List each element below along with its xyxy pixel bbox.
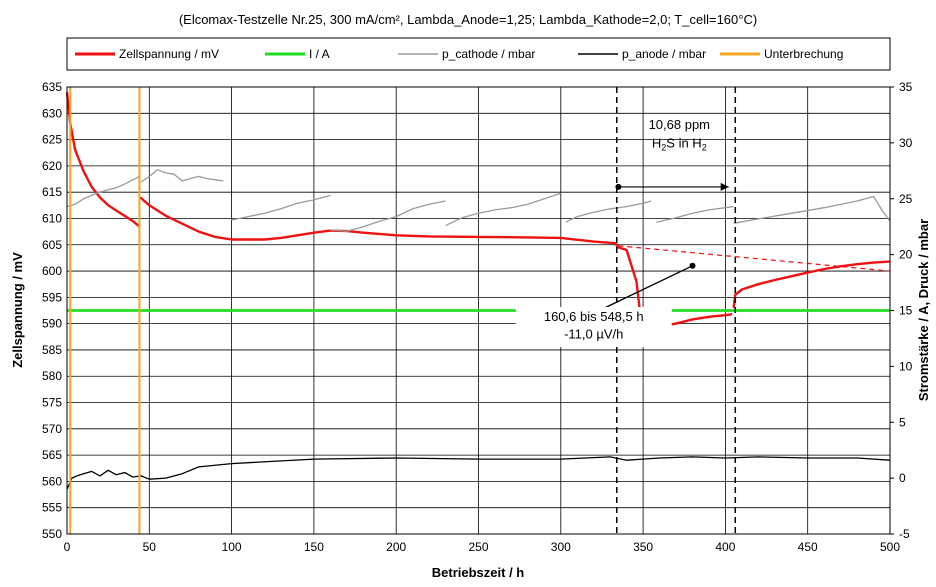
x-tick-label: 250 (468, 540, 488, 554)
x-tick-label: 150 (304, 540, 324, 554)
series-line-p-cathode-mbar (656, 205, 734, 223)
y-right-tick-label: 30 (899, 136, 913, 150)
annotation-concentration: 10,68 ppm (649, 117, 710, 132)
series-line-p-cathode-mbar (66, 175, 140, 208)
y-right-tick-label: 15 (899, 304, 913, 318)
annotation-arrow-dot (615, 183, 622, 190)
y-left-tick-label: 625 (42, 133, 62, 147)
legend-label-p-cathode-mbar: p_cathode / mbar (442, 47, 535, 61)
annotations-layer: 10,68 ppm H2S in H2 160,6 bis 548,5 h -11,0… (515, 87, 891, 534)
annotation-arrow-head (720, 182, 729, 191)
series-line-zellspannung-mv (65, 92, 141, 228)
y-right-tick-label: 0 (899, 471, 906, 485)
legend: Zellspannung / mV I / A p_cathode / mbar p_… (75, 47, 843, 61)
series-line-p-cathode-mbar (140, 169, 224, 183)
y-left-tick-label: 570 (42, 422, 62, 436)
annotation-rate: -11,0 µV/h (564, 326, 623, 341)
y-left-tick-label: 575 (42, 396, 62, 410)
y-left-tick-label: 560 (42, 474, 62, 488)
grid (67, 87, 890, 534)
x-tick-label: 100 (222, 540, 242, 554)
chart-title: (Elcomax-Testzelle Nr.25, 300 mA/cm², La… (179, 12, 757, 27)
series-line-p-cathode-mbar (565, 200, 652, 223)
annotation-period: 160,6 bis 548,5 h (544, 309, 644, 324)
legend-label-unterbrechung: Unterbrechung (764, 47, 843, 61)
x-tick-label: 450 (798, 540, 818, 554)
y-right-tick-label: -5 (899, 527, 910, 541)
y-right-tick-label: 10 (899, 359, 913, 373)
x-tick-label: 400 (715, 540, 735, 554)
plot-frame (66, 86, 891, 535)
annotation-label-bg (515, 307, 672, 348)
y-left-tick-label: 600 (42, 264, 62, 278)
y-left-axis-label: Zellspannung / mV (10, 252, 25, 368)
x-tick-label: 500 (880, 540, 900, 554)
y-right-tick-label: 5 (899, 415, 906, 429)
annotation-leader-line (593, 265, 693, 314)
y-right-tick-label: 35 (899, 80, 913, 94)
legend-label-p-anode-mbar: p_anode / mbar (622, 47, 706, 61)
series-line-p-cathode-mbar (733, 195, 891, 224)
x-axis-label: Betriebszeit / h (432, 565, 525, 580)
y-left-tick-label: 630 (42, 106, 62, 120)
trend-dashed-line (618, 245, 891, 272)
x-tick-label: 350 (633, 540, 653, 554)
x-tick-label: 50 (143, 540, 157, 554)
y-left-tick-label: 615 (42, 185, 62, 199)
x-tick-label: 0 (64, 540, 71, 554)
series-line-p-cathode-mbar (445, 192, 562, 227)
y-left-tick-label: 605 (42, 238, 62, 252)
series-line-zellspannung-mv (732, 260, 891, 309)
y-left-tick-label: 585 (42, 343, 62, 357)
series-line-p-cathode-mbar (231, 194, 331, 221)
y-left-tick-label: 550 (42, 527, 62, 541)
y-right-axis-label: Stromstärke / A, Druck / mbar (916, 219, 931, 401)
y-left-tick-label: 565 (42, 448, 62, 462)
y-left-tick-label: 580 (42, 369, 62, 383)
x-tick-label: 200 (386, 540, 406, 554)
legend-label-zellspannung-mv: Zellspannung / mV (119, 47, 219, 61)
series-line-p-anode-mbar (66, 456, 891, 490)
annotation-leader-dot (689, 262, 696, 269)
legend-label-i-a: I / A (309, 47, 330, 61)
x-tick-label: 300 (551, 540, 571, 554)
y-right-tick-label: 25 (899, 192, 913, 206)
annotation-h2s: H2S in H2 (652, 135, 707, 152)
y-left-tick-label: 635 (42, 80, 62, 94)
y-left-tick-label: 610 (42, 211, 62, 225)
y-right-tick-label: 20 (899, 248, 913, 262)
y-left-tick-label: 590 (42, 317, 62, 331)
y-left-tick-label: 595 (42, 290, 62, 304)
y-left-tick-label: 620 (42, 159, 62, 173)
y-left-tick-label: 555 (42, 501, 62, 515)
series-line-p-cathode-mbar (330, 200, 446, 232)
axis-ticks: 5505555605655705755805855905956006056106… (42, 80, 913, 554)
